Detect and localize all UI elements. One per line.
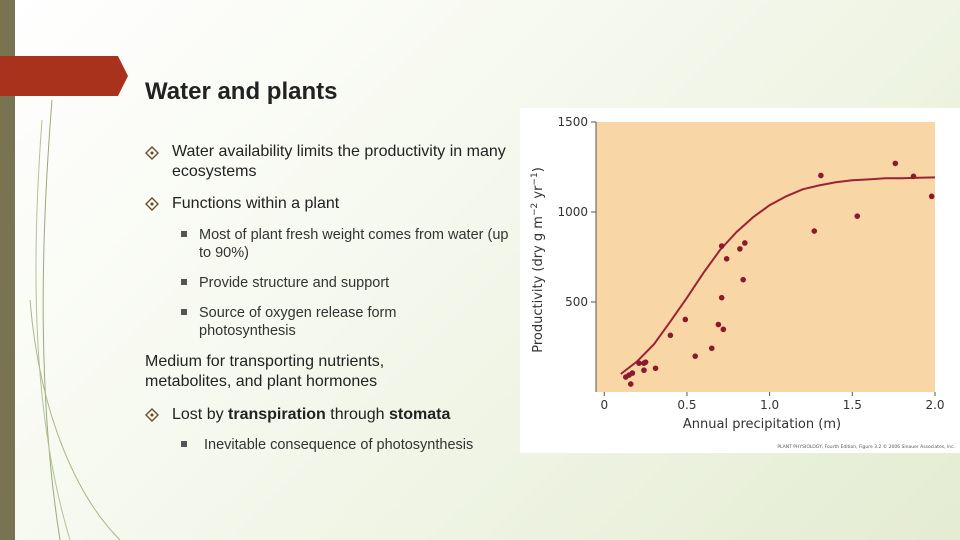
- bullet-text: Lost by transpiration through stomata: [172, 405, 450, 425]
- credit: PLANT PHYSIOLOGY, Fourth Edition, Figure…: [777, 443, 955, 450]
- data-point: [692, 353, 699, 359]
- y-tick-label: 500: [565, 295, 588, 309]
- data-point: [818, 172, 824, 179]
- data-point: [718, 243, 725, 249]
- data-point: [928, 193, 935, 200]
- x-axis-label: Annual precipitation (m): [683, 417, 841, 432]
- data-point: [682, 316, 689, 323]
- bullet-diamond: [145, 408, 159, 422]
- text: Lost by: [172, 406, 229, 423]
- data-point: [720, 326, 727, 333]
- data-point: [742, 240, 748, 246]
- x-tick-label: 2.0: [925, 398, 944, 412]
- data-point: [854, 213, 861, 219]
- bullet-square: [181, 441, 187, 447]
- data-point: [811, 228, 818, 234]
- x-tick-label: 0.5: [677, 398, 696, 412]
- y-tick-label: 1000: [557, 205, 588, 219]
- data-point: [740, 276, 746, 283]
- sub-bullet-text: Inevitable consequence of photosynthesis: [204, 437, 474, 453]
- text: Productivity (dry g m: [531, 216, 546, 353]
- text: −1: [530, 172, 540, 185]
- text: yr: [531, 185, 546, 203]
- x-tick-label: 1.0: [760, 398, 779, 412]
- bullet-text: Water availability limits the productivi…: [172, 143, 506, 180]
- data-point: [627, 381, 634, 387]
- y-axis-label: Productivity (dry g m−2 yr−1): [530, 167, 546, 353]
- y-tick-label: 1500: [557, 115, 588, 129]
- paragraph: Medium for transporting nutrients, metab…: [145, 353, 385, 390]
- data-point: [910, 173, 917, 180]
- bold-text: stomata: [388, 406, 451, 423]
- x-tick-label: 1.5: [843, 398, 862, 412]
- bold-text: transpiration: [228, 406, 326, 423]
- bullet-square: [181, 231, 187, 237]
- bullet-square: [181, 309, 187, 315]
- bullet-square: [181, 279, 187, 285]
- decor: [0, 0, 128, 540]
- data-point: [718, 294, 725, 301]
- text: ): [531, 167, 546, 172]
- data-point: [715, 321, 722, 328]
- data-point: [641, 367, 647, 374]
- sub-bullet-text: Source of oxygen release form photosynth…: [199, 305, 397, 339]
- data-point: [636, 360, 642, 366]
- sub-bullet-text: Most of plant fresh weight comes from wa…: [199, 227, 509, 261]
- data-point: [642, 359, 649, 365]
- slide-title: Water and plants: [145, 78, 338, 105]
- bullet-text: Functions within a plant: [172, 195, 340, 212]
- data-point: [892, 160, 899, 167]
- data-point: [737, 246, 743, 252]
- data-point: [629, 370, 636, 376]
- text: −2: [530, 203, 540, 216]
- sub-bullet-text: Provide structure and support: [199, 275, 390, 291]
- data-point: [723, 256, 730, 262]
- data-point: [667, 332, 674, 339]
- data-point: [708, 345, 715, 352]
- bullet-diamond: [145, 197, 159, 211]
- text: through: [325, 406, 389, 423]
- x-tick-label: 0: [600, 398, 608, 412]
- bullet-diamond: [145, 146, 159, 160]
- fit-curve: [620, 176, 936, 375]
- data-point: [652, 365, 659, 372]
- chart: Productivity (dry g m−2 yr−1) Annual pre…: [520, 108, 960, 453]
